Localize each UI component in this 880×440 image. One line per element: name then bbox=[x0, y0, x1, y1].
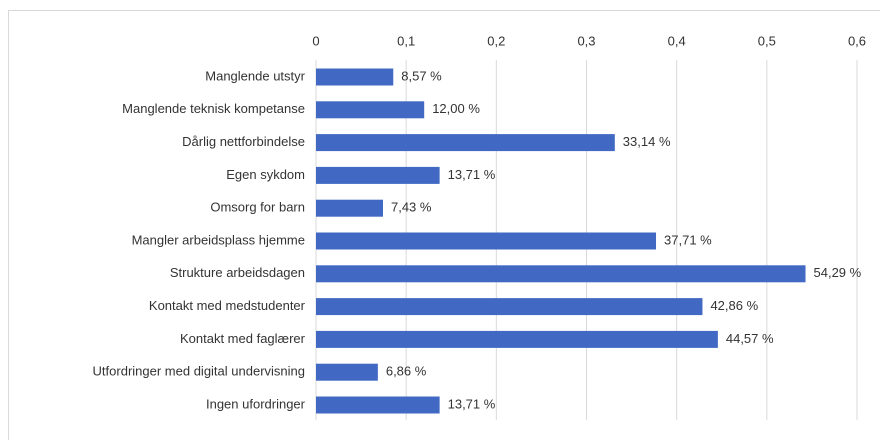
y-tick-label: Ingen ufordringer bbox=[206, 396, 306, 411]
bar bbox=[316, 166, 440, 184]
y-tick-label: Egen sykdom bbox=[226, 167, 305, 182]
x-tick-label: 0,5 bbox=[758, 33, 776, 48]
x-tick-label: 0 bbox=[312, 33, 319, 48]
bar bbox=[316, 134, 615, 152]
y-tick-label: Kontakt med medstudenter bbox=[149, 298, 306, 313]
bar bbox=[316, 101, 425, 119]
y-tick-label: Utfordringer med digital undervisning bbox=[93, 364, 305, 379]
bar bbox=[316, 199, 383, 217]
value-label: 13,71 % bbox=[448, 167, 496, 182]
bar bbox=[316, 330, 718, 348]
value-label: 13,71 % bbox=[448, 396, 496, 411]
bar bbox=[316, 298, 703, 316]
x-tick-label: 0,3 bbox=[577, 33, 595, 48]
bar bbox=[316, 68, 394, 86]
value-label: 7,43 % bbox=[391, 200, 432, 215]
bar bbox=[316, 396, 440, 414]
bar bbox=[316, 232, 657, 250]
x-tick-label: 0,1 bbox=[397, 33, 415, 48]
value-label: 6,86 % bbox=[386, 364, 427, 379]
value-label: 12,00 % bbox=[432, 101, 480, 116]
value-label: 44,57 % bbox=[726, 331, 774, 346]
chart-frame bbox=[8, 10, 880, 440]
y-tick-label: Strukture arbeidsdagen bbox=[170, 265, 305, 280]
y-tick-label: Manglende utstyr bbox=[205, 68, 305, 83]
x-tick-label: 0,2 bbox=[487, 33, 505, 48]
bar bbox=[316, 363, 378, 381]
value-label: 8,57 % bbox=[401, 68, 442, 83]
bar bbox=[316, 265, 806, 283]
y-tick-label: Mangler arbeidsplass hjemme bbox=[132, 232, 305, 247]
y-tick-label: Kontakt med faglærer bbox=[180, 331, 306, 346]
y-tick-label: Manglende teknisk kompetanse bbox=[122, 101, 305, 116]
value-label: 37,71 % bbox=[664, 232, 712, 247]
x-tick-label: 0,6 bbox=[848, 33, 866, 48]
y-tick-label: Omsorg for barn bbox=[210, 200, 305, 215]
value-label: 33,14 % bbox=[623, 134, 671, 149]
x-tick-label: 0,4 bbox=[668, 33, 686, 48]
y-tick-label: Dårlig nettforbindelse bbox=[182, 134, 305, 149]
value-label: 54,29 % bbox=[814, 265, 862, 280]
value-label: 42,86 % bbox=[710, 298, 758, 313]
